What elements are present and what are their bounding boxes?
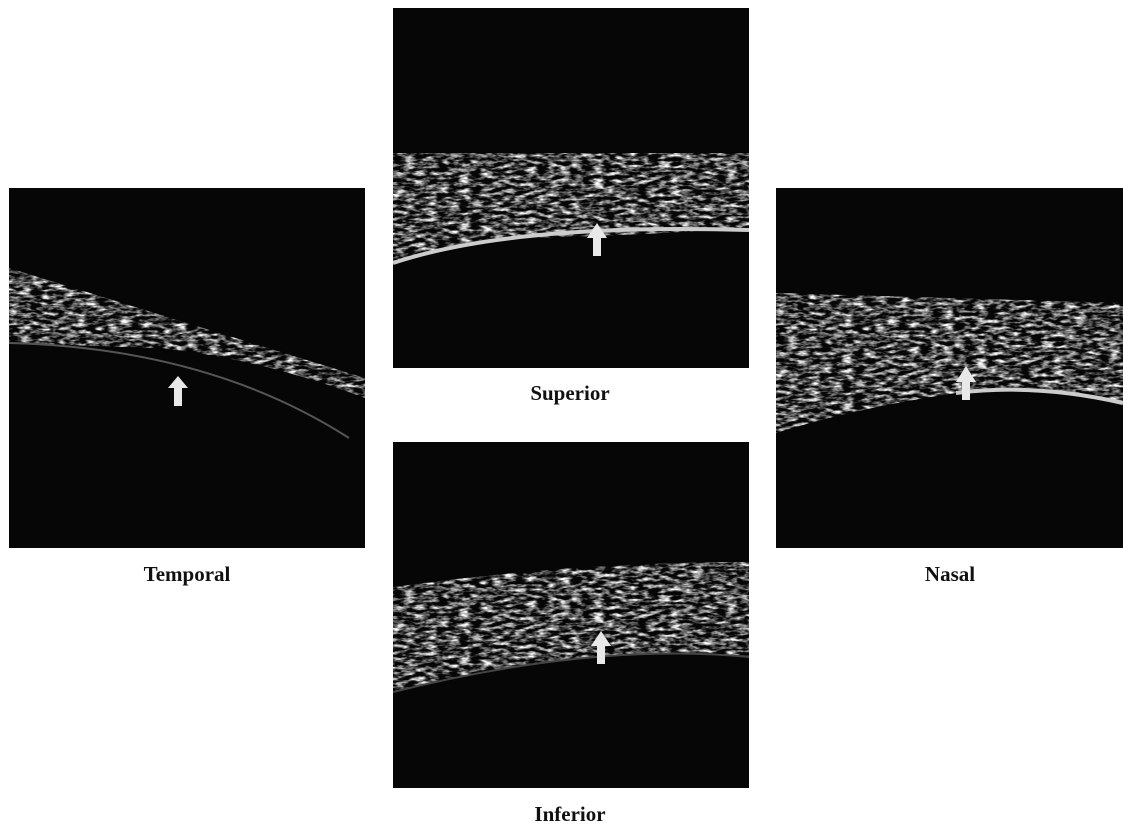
superior-image <box>393 8 749 368</box>
figure: Temporal Superior Nasal Inferior (() => … <box>0 0 1123 825</box>
caption: Inferior <box>390 802 750 827</box>
temporal-image <box>9 188 365 548</box>
nasal-image <box>776 188 1123 548</box>
caption: Superior <box>390 381 750 406</box>
caption: Nasal <box>770 562 1123 587</box>
caption: Temporal <box>7 562 367 587</box>
inferior-image <box>393 442 749 788</box>
